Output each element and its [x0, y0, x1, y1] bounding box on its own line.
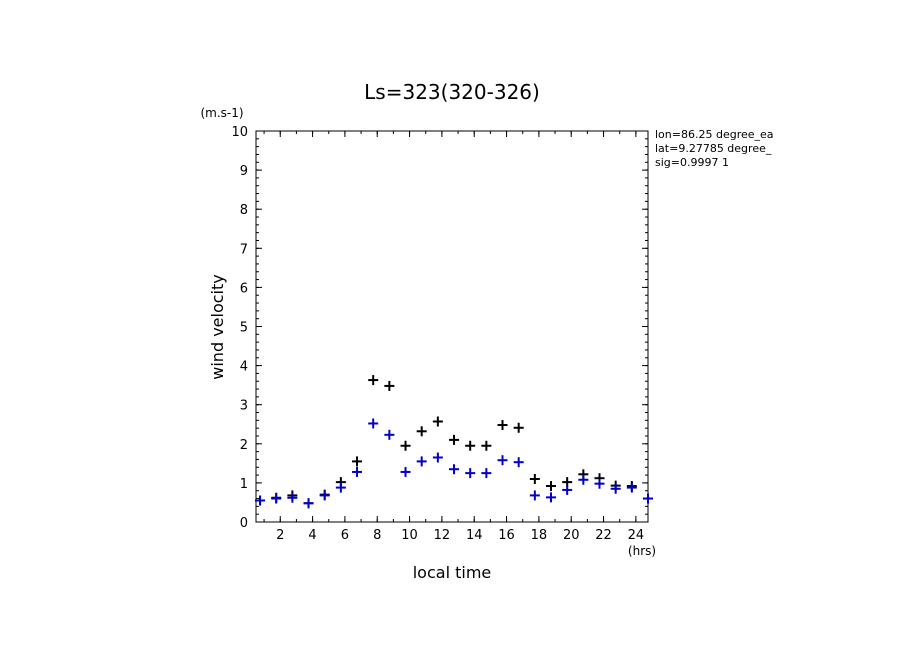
- data-point: [416, 456, 427, 467]
- axes: [255, 130, 649, 523]
- y-tick-label: 0: [240, 516, 248, 531]
- y-tick-label: 5: [240, 321, 248, 336]
- x-axis-label: local time: [413, 563, 492, 582]
- data-point: [416, 426, 427, 437]
- x-tick-label: 10: [401, 528, 418, 543]
- data-point: [513, 422, 524, 433]
- data-point: [529, 473, 540, 484]
- y-tick-label: 8: [240, 203, 248, 218]
- data-point: [352, 466, 363, 477]
- data-point: [481, 440, 492, 451]
- data-point: [594, 478, 605, 489]
- data-point: [384, 429, 395, 440]
- data-point: [643, 493, 653, 504]
- series-1: [255, 375, 653, 509]
- data-point: [497, 420, 508, 431]
- y-axis-label: wind velocity: [208, 274, 227, 379]
- data-point: [287, 492, 298, 503]
- y-tick-label: 7: [240, 242, 248, 257]
- data-point: [271, 493, 282, 504]
- data-point: [255, 495, 266, 506]
- data-point: [449, 434, 460, 445]
- annotation-sig: sig=0.9997 1: [655, 156, 729, 169]
- x-tick-label: 16: [498, 528, 515, 543]
- y-tick-label: 10: [231, 125, 248, 140]
- x-tick-label: 6: [341, 528, 349, 543]
- x-unit-label: (hrs): [628, 544, 656, 558]
- series-2: [255, 418, 653, 509]
- y-tick-label: 9: [240, 164, 248, 179]
- x-tick-label: 12: [434, 528, 451, 543]
- data-point: [546, 492, 557, 503]
- data-point: [497, 455, 508, 466]
- data-point: [432, 416, 443, 427]
- data-point: [400, 440, 411, 451]
- y-tick-label: 4: [240, 360, 248, 375]
- data-point: [335, 482, 346, 493]
- data-point: [481, 468, 492, 479]
- x-tick-label: 14: [466, 528, 483, 543]
- data-point: [319, 490, 330, 501]
- data-point: [562, 484, 573, 495]
- data-point: [368, 418, 379, 429]
- annotation-lat: lat=9.27785 degree_: [655, 142, 772, 155]
- x-tick-label: 4: [308, 528, 316, 543]
- data-point: [384, 380, 395, 391]
- y-tick-label: 6: [240, 281, 248, 296]
- data-point: [513, 457, 524, 468]
- data-point: [465, 468, 476, 479]
- y-tick-label: 3: [240, 399, 248, 414]
- x-tick-label: 8: [373, 528, 381, 543]
- data-point: [465, 440, 476, 451]
- data-point: [303, 498, 314, 509]
- y-tick-label: 2: [240, 438, 248, 453]
- data-point: [449, 464, 460, 475]
- plot-frame: [255, 130, 649, 523]
- data-point: [400, 466, 411, 477]
- x-tick-label: 22: [595, 528, 612, 543]
- data-point: [626, 482, 637, 493]
- data-point: [432, 452, 443, 463]
- data-point: [578, 474, 589, 485]
- annotation-lon: lon=86.25 degree_ea: [655, 128, 774, 141]
- chart-title: Ls=323(320-326): [364, 80, 540, 104]
- y-unit-label: (m.s-1): [200, 106, 243, 120]
- data-point: [368, 375, 379, 386]
- data-point: [352, 456, 363, 467]
- data-point: [546, 481, 557, 492]
- data-point: [610, 483, 621, 494]
- data-points: [255, 375, 653, 509]
- data-point: [529, 490, 540, 501]
- y-tick-label: 1: [240, 477, 248, 492]
- x-tick-label: 24: [628, 528, 645, 543]
- x-tick-label: 18: [531, 528, 548, 543]
- x-tick-label: 20: [563, 528, 580, 543]
- x-tick-label: 2: [276, 528, 284, 543]
